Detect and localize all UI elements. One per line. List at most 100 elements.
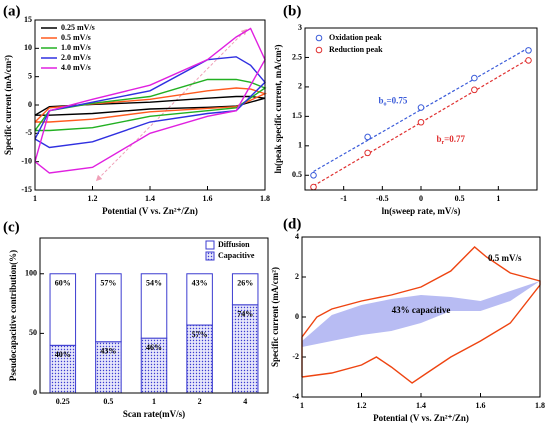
annotation: bo=0.75 [378, 96, 407, 108]
x-axis-label: ln(sweep rate, mV/s) [382, 206, 461, 216]
x-axis-label: Potential (V vs. Zn²⁺/Zn) [373, 413, 469, 423]
x-tick-label: 0 [419, 194, 423, 203]
x-axis-label: Potential (V vs. Zn²⁺/Zn) [102, 206, 198, 216]
y-axis-label: Pseudocapacitive contribution(%) [8, 250, 18, 381]
y-tick-label: -2 [292, 352, 299, 361]
value-label: 57% [100, 279, 116, 288]
x-tick-label: 4 [243, 397, 247, 406]
x-tick-label: 1.2 [357, 401, 367, 410]
y-tick-label: 0 [295, 312, 299, 321]
legend-label: 1.0 mV/s [61, 43, 91, 52]
bar-segment [95, 341, 122, 394]
y-axis-label: ln(peak specific current, mA/cm²) [273, 44, 283, 173]
panel-label: (d) [283, 216, 301, 232]
y-tick-label: 0.5 [292, 170, 302, 179]
value-label: 43% [192, 279, 208, 288]
plot-frame [34, 19, 266, 191]
value-label: 60% [55, 279, 71, 288]
x-tick-label: 1 [152, 397, 156, 406]
y-tick-label: 4 [295, 232, 299, 241]
x-tick-label: 1.4 [416, 401, 426, 410]
data-point [310, 171, 317, 179]
x-tick-label: 1 [300, 401, 304, 410]
legend-swatch [205, 251, 215, 261]
bar-segment [231, 304, 259, 394]
y-tick-label: 100 [25, 269, 37, 278]
annotation-sub: o [383, 102, 386, 108]
x-tick-label: -1 [340, 194, 347, 203]
panel-label: (b) [283, 3, 301, 19]
data-point [364, 149, 371, 157]
y-tick-label: 1.5 [292, 111, 302, 120]
bar-segment [140, 273, 168, 339]
data-point [364, 133, 371, 141]
y-tick-label: 0 [33, 388, 37, 397]
data-point [471, 86, 478, 94]
cv-curve [34, 87, 267, 123]
y-tick-label: 0 [28, 100, 32, 109]
annotation-base: b [378, 96, 383, 106]
annotation-sub: r [441, 140, 444, 146]
legend-marker [315, 46, 323, 54]
y-tick-label: -4 [292, 392, 299, 401]
value-label: 74% [237, 310, 253, 319]
bar-segment [186, 273, 213, 326]
bar-segment [140, 337, 168, 394]
y-tick-label: 2 [295, 272, 299, 281]
x-tick-label: 1.8 [535, 401, 545, 410]
annotation: 0.5 mV/s [488, 253, 522, 263]
annotation-rest: =0.77 [444, 134, 465, 144]
y-tick-label: 50 [29, 328, 37, 337]
annotation-rest: =0.75 [386, 96, 407, 106]
plot-frame [304, 27, 538, 191]
legend-label: 0.25 mV/s [61, 23, 95, 32]
legend-label: Reduction peak [329, 45, 383, 54]
cv-curve [34, 27, 266, 174]
legend-label: 2.0 mV/s [61, 53, 91, 62]
x-tick-label: 0.5 [455, 194, 465, 203]
value-label: 54% [146, 279, 162, 288]
legend-label: 4.0 mV/s [61, 63, 91, 72]
x-tick-label: 0.25 [56, 397, 70, 406]
y-tick-label: -15 [21, 185, 32, 194]
data-point [525, 57, 532, 64]
trend-arrow [95, 28, 248, 182]
data-point [471, 74, 478, 82]
panel-label: (a) [3, 3, 21, 19]
plot-frame [301, 236, 541, 398]
x-tick-label: 1.6 [203, 194, 213, 203]
y-tick-label: 5 [28, 71, 32, 80]
fit-line [313, 47, 529, 172]
plot-frame [39, 237, 269, 394]
value-label: 26% [237, 279, 253, 288]
legend-label: Oxidation peak [329, 33, 382, 42]
x-tick-label: 1.6 [476, 401, 486, 410]
y-tick-label: 3 [298, 23, 302, 32]
y-tick-label: 10 [24, 43, 32, 52]
x-tick-label: -0.5 [376, 194, 389, 203]
y-tick-label: -10 [21, 156, 32, 165]
value-label: 40% [55, 350, 71, 359]
legend-label: 0.5 mV/s [61, 33, 91, 42]
data-point [417, 118, 425, 126]
y-tick-label: 15 [24, 15, 32, 24]
y-tick-label: 2.5 [292, 52, 302, 61]
x-tick-label: 1.4 [145, 194, 155, 203]
y-tick-label: 1 [298, 141, 302, 150]
x-tick-label: 1.2 [88, 194, 98, 203]
annotation: br=0.77 [436, 134, 465, 146]
data-point [525, 47, 532, 54]
legend-marker [315, 34, 323, 42]
panel-label: (c) [3, 219, 20, 235]
y-tick-label: -5 [25, 128, 32, 137]
data-point [417, 104, 425, 111]
y-axis-label: Specific current (mA/cm²) [3, 55, 13, 155]
y-tick-label: 2 [298, 82, 302, 91]
annotation-base: b [436, 134, 441, 144]
x-tick-label: 1.8 [260, 194, 270, 203]
bar-segment [95, 273, 122, 343]
x-tick-label: 0.5 [103, 397, 113, 406]
capacitive-area [302, 281, 540, 347]
legend-swatch [205, 240, 215, 250]
